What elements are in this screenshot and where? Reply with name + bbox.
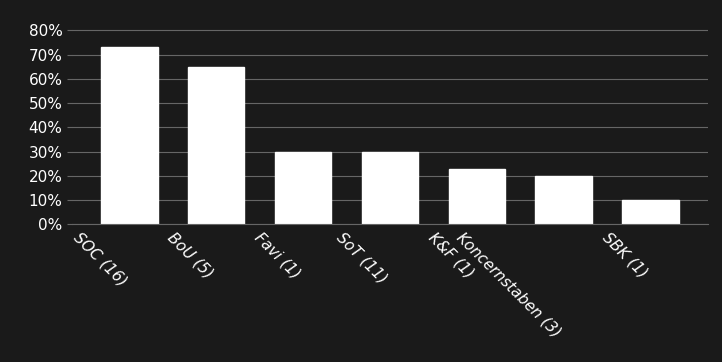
Bar: [275, 152, 331, 224]
Bar: [101, 47, 157, 224]
Bar: [622, 200, 679, 224]
Bar: [188, 67, 244, 224]
Bar: [448, 169, 505, 224]
Bar: [536, 176, 592, 224]
Bar: [362, 152, 418, 224]
